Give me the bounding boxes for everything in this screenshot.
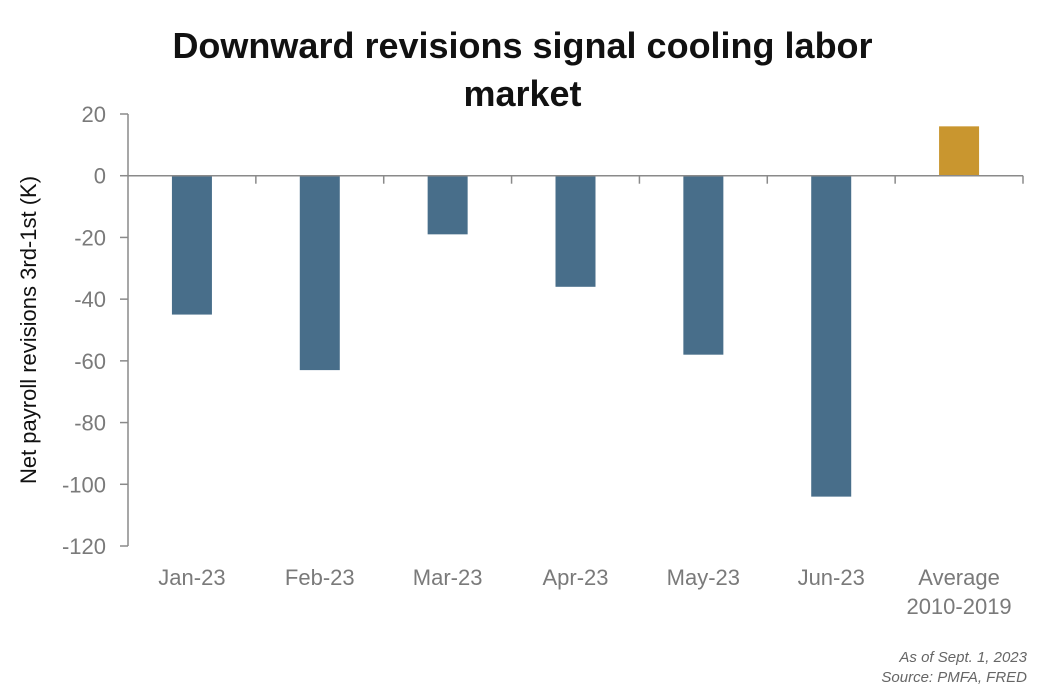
y-tick-label: 0 [94, 164, 106, 189]
x-tick-label: Jan-23 [158, 565, 225, 590]
bar [683, 175, 724, 355]
y-tick-label: 20 [82, 102, 106, 127]
chart-title-line-1: Downward revisions signal cooling labor [172, 25, 873, 66]
y-axis-label: Net payroll revisions 3rd-1st (K) [16, 176, 41, 484]
x-tick-label: Average [918, 565, 1000, 590]
bar [811, 175, 852, 497]
y-tick-label: -80 [74, 411, 106, 436]
bar [427, 175, 468, 235]
bar [171, 175, 212, 315]
bar [299, 175, 340, 371]
footnote: As of Sept. 1, 2023 Source: PMFA, FRED [881, 648, 1027, 688]
x-tick-label: Feb-23 [285, 565, 355, 590]
y-tick-label: -20 [74, 225, 106, 250]
x-tick-label: 2010-2019 [906, 594, 1011, 619]
bar [939, 126, 980, 176]
y-tick-label: -100 [62, 472, 106, 497]
source-note: Source: PMFA, FRED [881, 669, 1027, 686]
x-tick-label: Apr-23 [542, 565, 608, 590]
y-tick-label: -120 [62, 534, 106, 559]
chart-title-line-2: market [463, 73, 582, 114]
as-of-date: As of Sept. 1, 2023 [899, 649, 1027, 666]
x-tick-label: Jun-23 [798, 565, 865, 590]
bar [555, 175, 596, 287]
y-tick-label: -40 [74, 287, 106, 312]
chart-title: Downward revisions signal cooling labor … [0, 22, 1045, 118]
y-tick-label: -60 [74, 349, 106, 374]
x-tick-label: Mar-23 [413, 565, 483, 590]
x-tick-label: May-23 [667, 565, 740, 590]
